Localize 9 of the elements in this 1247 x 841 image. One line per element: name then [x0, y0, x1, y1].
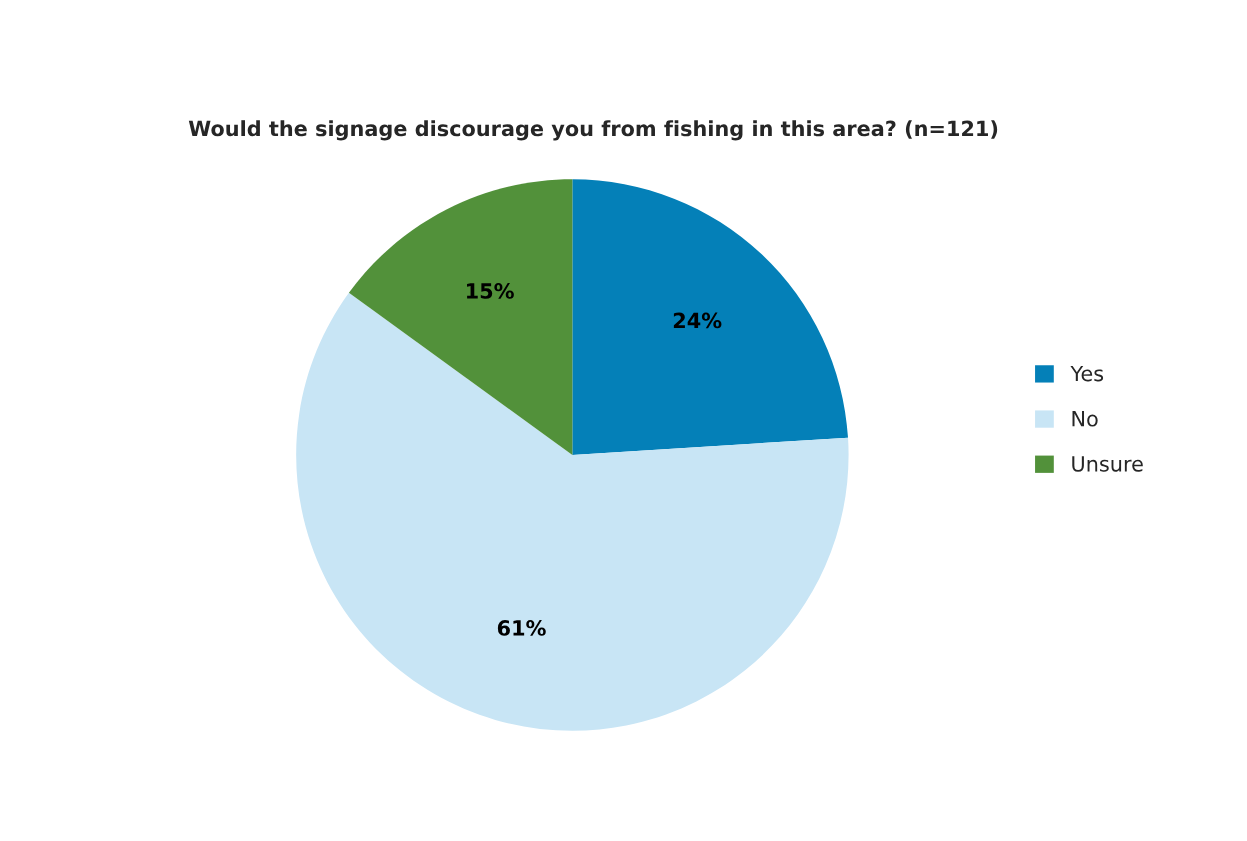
- legend-label: No: [1072, 411, 1098, 427]
- data-label: 61%: [497, 620, 546, 636]
- data-label: 24%: [673, 312, 722, 329]
- data-label: 15%: [467, 283, 514, 299]
- legend-label: Unsure: [1072, 456, 1143, 472]
- chart-title: Would the signage discourage you from fishing in this area? (n=121): [188, 120, 998, 141]
- pie-slice: [572, 179, 849, 455]
- pie-slice: [348, 179, 573, 455]
- legend-label: Yes: [1070, 365, 1104, 382]
